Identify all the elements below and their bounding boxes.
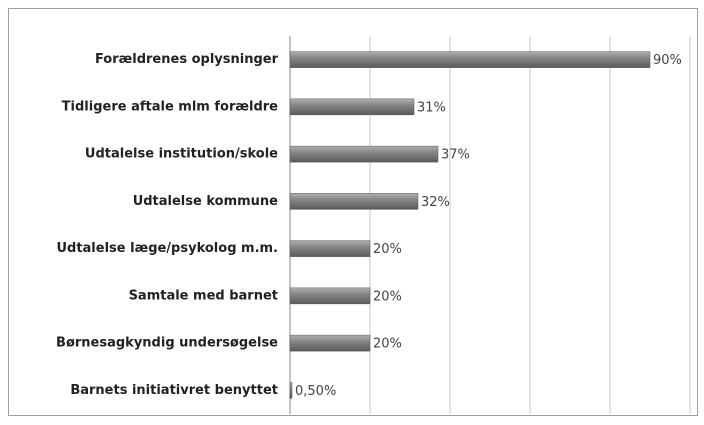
bar bbox=[289, 240, 371, 257]
bar bbox=[289, 98, 415, 116]
category-label: Forældrenes oplysninger bbox=[95, 52, 279, 67]
value-label: 31% bbox=[417, 100, 446, 115]
value-label: 20% bbox=[373, 242, 402, 257]
category-label: Børnesagkyndig undersøgelse bbox=[56, 336, 278, 351]
bar bbox=[289, 51, 651, 68]
category-label: Barnets initiativret benyttet bbox=[70, 383, 278, 398]
bar bbox=[289, 193, 419, 210]
category-label: Udtalelse institution/skole bbox=[85, 147, 278, 162]
bar bbox=[289, 334, 371, 352]
value-label: 90% bbox=[653, 53, 682, 68]
category-label: Udtalelse kommune bbox=[133, 194, 278, 209]
value-label: 20% bbox=[373, 337, 402, 352]
value-label: 32% bbox=[421, 195, 450, 210]
category-label: Samtale med barnet bbox=[129, 288, 278, 303]
bar bbox=[289, 145, 439, 163]
category-label: Udtalelse læge/psykolog m.m. bbox=[56, 241, 278, 256]
value-label: 37% bbox=[441, 148, 470, 163]
value-label: 20% bbox=[373, 289, 402, 304]
bar bbox=[289, 382, 293, 399]
category-label: Tidligere aftale mlm forældre bbox=[62, 99, 278, 114]
value-label: 0,50% bbox=[295, 384, 336, 399]
chart-frame bbox=[8, 8, 698, 416]
bar bbox=[289, 287, 371, 305]
